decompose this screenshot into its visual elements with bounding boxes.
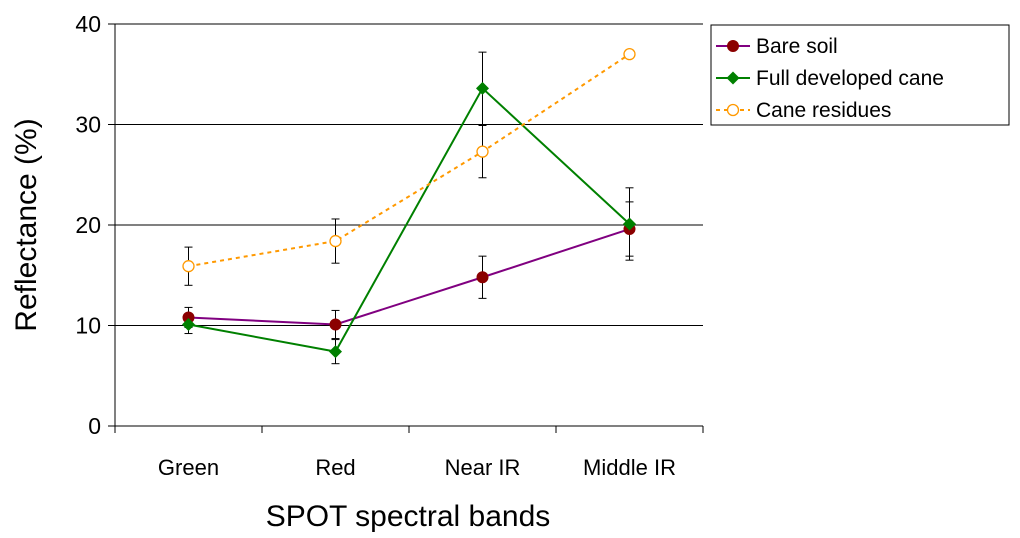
- y-tick-label: 20: [75, 212, 101, 238]
- legend: Bare soil Full developed cane Cane residue…: [710, 24, 1010, 126]
- y-tick-label: 40: [75, 11, 101, 37]
- legend-marker-full-developed-cane: [726, 71, 740, 85]
- data-point-cane-residues: [623, 48, 636, 61]
- legend-box: [710, 24, 1010, 126]
- series-line-bare-soil: [188, 228, 630, 326]
- legend-label-bare-soil: Bare soil: [756, 35, 838, 58]
- y-axis-title: Reflectance (%): [10, 118, 43, 331]
- data-point-cane-residues: [182, 260, 195, 273]
- data-markers: [182, 48, 636, 359]
- data-point-full-developed-cane: [476, 81, 489, 95]
- data-point-full-developed-cane: [329, 345, 342, 359]
- y-tick-labels: 0 10 20 30 40: [75, 11, 101, 439]
- series-lines: [188, 53, 631, 353]
- series-line-cane-residues: [188, 53, 631, 268]
- y-tick-label: 0: [88, 413, 101, 439]
- x-tick-label: Near IR: [445, 455, 521, 480]
- x-tick-label: Green: [158, 455, 219, 480]
- legend-label-cane-residues: Cane residues: [756, 99, 891, 122]
- x-tick-label: Red: [315, 455, 355, 480]
- data-point-bare-soil: [329, 318, 342, 331]
- data-point-bare-soil: [476, 271, 489, 284]
- legend-marker-cane-residues: [726, 103, 740, 117]
- y-tick-label: 30: [75, 112, 101, 138]
- legend-marker-bare-soil: [727, 40, 739, 52]
- gridlines: [115, 23, 703, 326]
- series-line-full-developed-cane: [188, 86, 631, 353]
- data-point-cane-residues: [476, 145, 489, 158]
- axes: [108, 23, 704, 433]
- data-point-full-developed-cane: [623, 217, 636, 231]
- y-tick-label: 10: [75, 313, 101, 339]
- x-tick-label: Middle IR: [583, 455, 676, 480]
- data-point-full-developed-cane: [182, 317, 195, 331]
- data-point-cane-residues: [329, 234, 342, 248]
- x-tick-labels: Green Red Near IR Middle IR: [158, 455, 676, 480]
- x-axis-title: SPOT spectral bands: [266, 500, 551, 533]
- legend-label-full-developed-cane: Full developed cane: [756, 67, 944, 90]
- error-bars: [184, 51, 634, 365]
